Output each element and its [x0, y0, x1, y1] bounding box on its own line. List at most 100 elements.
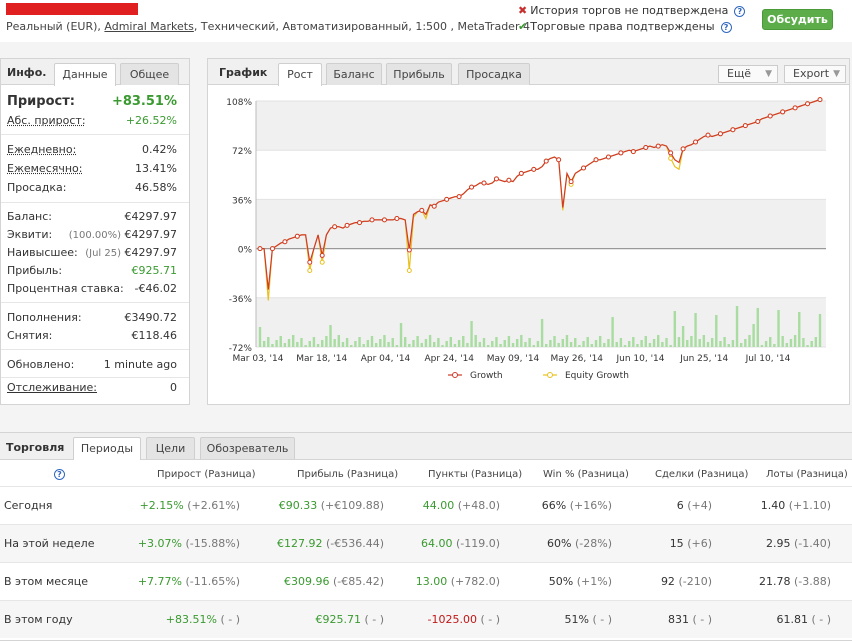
tab-data[interactable]: Данные	[54, 63, 116, 86]
volume-bar	[744, 339, 747, 347]
volume-bar	[607, 339, 610, 347]
growth-diff: (-15.88%)	[185, 537, 241, 550]
highest-cell: (Jul 25) €4297.97	[85, 246, 177, 259]
volume-bar	[627, 341, 631, 347]
volume-bar	[715, 315, 718, 347]
tab-balance[interactable]: Баланс	[326, 63, 382, 85]
tab-periods[interactable]: Периоды	[73, 437, 141, 460]
help-icon[interactable]: ?	[734, 5, 746, 17]
help-icon[interactable]: ?	[720, 21, 732, 33]
lots-diff: (-1.40)	[793, 537, 831, 550]
monthly-label[interactable]: Ежемесячно:	[7, 162, 83, 175]
growth-diff: (-11.65%)	[185, 575, 241, 588]
daily-label[interactable]: Ежедневно:	[7, 143, 77, 156]
volume-bar	[520, 335, 523, 347]
volume-bar	[399, 323, 403, 347]
tracking-link[interactable]: Отслеживание:	[7, 381, 98, 394]
volume-bar	[652, 339, 656, 347]
tab-general[interactable]: Общее	[120, 63, 179, 85]
y-tick-label: 0%	[238, 246, 253, 256]
account-name-redacted	[6, 3, 138, 15]
profit-cell: €309.96 (-€85.42)	[284, 575, 384, 588]
volume-bar	[296, 342, 299, 347]
data-point	[419, 207, 425, 213]
profit-value: €127.92	[276, 537, 323, 550]
divider	[1, 202, 189, 203]
pips-cell: 64.00 (-119.0)	[421, 537, 500, 550]
rights-status: Торговые права подтверждены	[530, 20, 715, 33]
tab-drawdown[interactable]: Просадка	[458, 63, 530, 85]
growth-value: +7.77%	[137, 575, 182, 588]
profit-value: €309.96	[283, 575, 330, 588]
broker-link[interactable]: Admiral Markets	[104, 20, 194, 33]
volume-bar	[677, 337, 681, 347]
updated-label: Обновлено:	[7, 358, 75, 371]
volume-bar	[719, 341, 722, 347]
trades-diff: (+4)	[687, 499, 712, 512]
volume-bar	[470, 321, 473, 347]
volume-bar	[474, 335, 477, 347]
data-point	[319, 259, 325, 265]
checkmark-icon: ✔	[518, 20, 528, 33]
volume-bar	[644, 336, 647, 347]
volume-bar	[727, 344, 730, 347]
pips-diff: (-119.0)	[455, 537, 500, 550]
volume-bar	[308, 341, 311, 347]
profit-diff: (-€85.42)	[332, 575, 384, 588]
tab-goals[interactable]: Цели	[146, 437, 195, 459]
volume-bar	[781, 336, 784, 347]
volume-bar	[669, 345, 672, 347]
volume-bar	[773, 344, 776, 347]
more-dropdown[interactable]: Ещё ▼	[718, 65, 778, 83]
volume-bar	[582, 341, 585, 347]
divider	[1, 349, 189, 350]
volume-bar	[706, 342, 710, 347]
discuss-button[interactable]: Обсудить	[762, 9, 833, 30]
data-point	[469, 184, 475, 190]
data-point	[643, 144, 649, 150]
volume-bar	[283, 343, 287, 347]
chart-band	[256, 199, 826, 249]
volume-bar	[681, 326, 685, 347]
tab-profit[interactable]: Прибыль	[386, 63, 452, 85]
tab-browser[interactable]: Обозреватель	[200, 437, 295, 459]
help-icon[interactable]: ?	[54, 469, 65, 480]
volume-bar	[499, 344, 502, 347]
win-diff: (-28%)	[574, 537, 612, 550]
volume-bar	[690, 336, 693, 347]
pips-value: 44.00	[422, 499, 455, 512]
data-point	[581, 165, 587, 171]
volume-bar	[764, 341, 768, 347]
volume-bar	[569, 342, 573, 347]
legend-label: Equity Growth	[565, 371, 629, 381]
volume-bar	[545, 344, 548, 347]
data-point	[506, 177, 512, 183]
profit-label: Прибыль:	[7, 264, 63, 277]
export-dropdown[interactable]: Export ▼	[784, 65, 846, 83]
win-cell: 66% (+16%)	[542, 499, 612, 512]
equity-label: Эквити:	[7, 228, 53, 241]
volume-bar	[412, 340, 415, 347]
volume-bar	[702, 335, 706, 347]
win-cell: 50% (+1%)	[549, 575, 612, 588]
trades-value: 92	[660, 575, 675, 588]
lots-value: 21.78	[758, 575, 791, 588]
volume-bar	[437, 338, 440, 347]
highest-label: Наивысшее:	[7, 246, 78, 259]
tab-growth[interactable]: Рост	[278, 63, 322, 86]
profit-diff: (+€109.88)	[320, 499, 384, 512]
abs-growth-label[interactable]: Абс. прирост:	[7, 114, 86, 127]
drawdown-value: 46.58%	[135, 181, 177, 194]
period-label: В этом месяце	[4, 575, 88, 588]
chart-panel-header: График Рост Баланс Прибыль Просадка Ещё ▼…	[208, 59, 849, 86]
pips-value: 13.00	[415, 575, 448, 588]
volume-bar	[594, 340, 598, 347]
data-point	[456, 194, 462, 200]
account-details: , Технический, Автоматизированный, 1:500…	[193, 20, 530, 33]
table-row: В этом году +83.51% ( - ) €925.71 ( - ) -10…	[0, 600, 852, 638]
data-point	[593, 157, 599, 163]
data-point	[431, 203, 437, 209]
y-tick-label: 36%	[232, 196, 252, 206]
trading-title: Торговля	[6, 441, 65, 454]
volume-bar	[275, 340, 278, 347]
